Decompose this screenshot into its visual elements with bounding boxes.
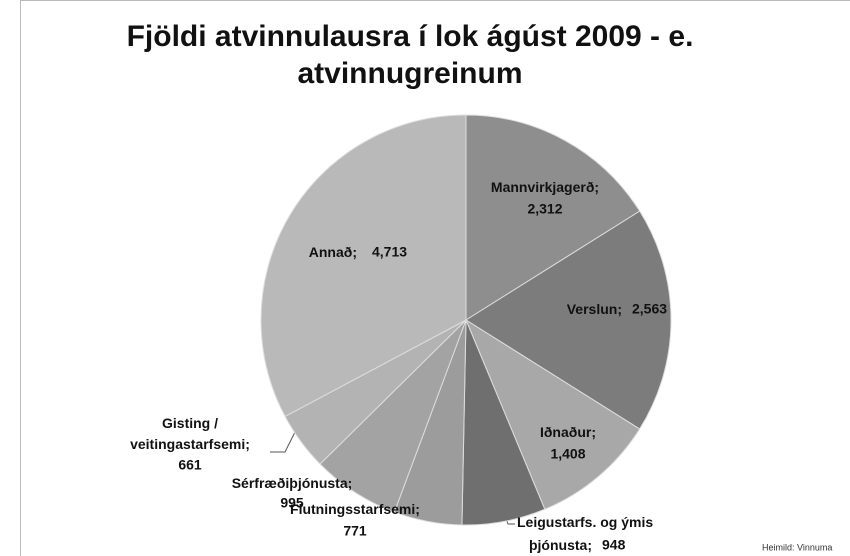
slice-label-value: 4,713 — [372, 244, 407, 260]
slice-label-value: 2,312 — [527, 201, 562, 217]
leader-line — [270, 427, 298, 453]
slice-label-value: 1,408 — [550, 446, 585, 462]
slice-label-value: 771 — [343, 523, 367, 539]
slice-label-value: 948 — [602, 537, 626, 553]
pie-slice — [464, 318, 641, 510]
slice-label-name: Leigustarfs. og ýmis þjónusta; — [517, 514, 653, 553]
pie-slice — [465, 210, 672, 430]
slice-label-value: 661 — [178, 457, 202, 473]
pie-slice — [465, 114, 641, 321]
slice-label-value: 995 — [280, 495, 304, 511]
slice-label-name: Mannvirkjagerð; — [491, 179, 599, 195]
source-note: Heimild: Vinnuma — [762, 542, 832, 552]
slice-label-name: Flutningsstarfsemi; — [290, 501, 420, 517]
slice-label-name: Gisting / veitingastarfsemi; — [130, 415, 250, 452]
slice-label-name: Verslun; — [567, 301, 622, 317]
slice-label-name: Sérfræðiþjónusta; — [232, 475, 353, 491]
pie-slice — [260, 114, 467, 418]
slice-label-value: 2,563 — [632, 301, 667, 317]
chart-title: Fjöldi atvinnulausra í lok ágúst 2009 - … — [127, 20, 694, 90]
slice-label-name: Annað; — [309, 244, 357, 260]
slice-label-name: Iðnaður; — [540, 424, 596, 440]
